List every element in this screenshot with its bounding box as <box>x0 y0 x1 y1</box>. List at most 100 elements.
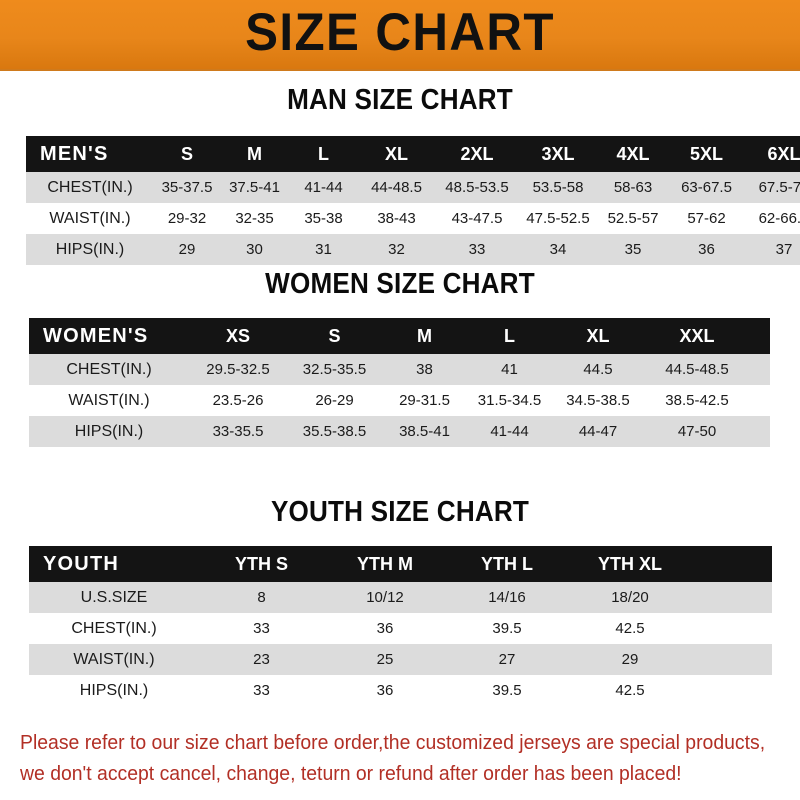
men-row-0-label: CHEST(IN.) <box>47 178 133 196</box>
women-header-row: WOMEN'S XS S M L XL XXL <box>29 318 770 354</box>
women-section-title: WOMEN SIZE CHART <box>265 268 535 300</box>
youth-row-1-cell-2: 39.5 <box>492 620 522 637</box>
men-row-0-cell-1: 37.5-41 <box>229 179 280 196</box>
men-row-0-cell-8: 67.5-72 <box>758 179 800 196</box>
women-row-1-cell-5: 38.5-42.5 <box>665 392 729 409</box>
women-row-2-cell-1: 35.5-38.5 <box>302 423 367 440</box>
women-row-0-cell-0: 29.5-32.5 <box>206 361 270 378</box>
men-row-2-cell-1: 30 <box>246 241 263 258</box>
youth-row-2-cell-1: 25 <box>376 651 394 668</box>
youth-size-col-0: YTH S <box>234 553 288 574</box>
men-row-2-cell-3: 32 <box>388 241 405 258</box>
men-row-0-cell-6: 58-63 <box>613 179 653 196</box>
men-size-col-2: L <box>318 143 329 164</box>
youth-row-0-label: U.S.SIZE <box>80 588 148 606</box>
table-row: WAIST(IN.) 23 25 27 29 <box>29 644 772 675</box>
men-row-1-cell-0: 29-32 <box>167 210 207 227</box>
women-row-1-cell-4: 34.5-38.5 <box>566 392 630 409</box>
men-row-1-cell-6: 52.5-57 <box>607 210 659 227</box>
youth-row-2-label: WAIST(IN.) <box>73 650 155 668</box>
youth-size-table: YOUTH YTH S YTH M YTH L YTH XL U.S.SIZE … <box>29 546 772 706</box>
women-size-col-5: XXL <box>679 325 715 346</box>
women-row-1-cell-6 <box>750 385 770 416</box>
youth-row-1-label: CHEST(IN.) <box>71 619 157 637</box>
youth-row-0-cell-2: 14/16 <box>488 589 526 606</box>
table-row: WAIST(IN.) 23.5-26 26-29 29-31.5 31.5-34… <box>29 385 770 416</box>
men-row-1-cell-4: 43-47.5 <box>451 210 503 227</box>
men-row-0-cell-3: 44-48.5 <box>371 179 422 196</box>
men-row-2-cell-6: 35 <box>624 241 642 258</box>
women-row-2-cell-0: 33-35.5 <box>212 423 264 440</box>
men-row-1-cell-2: 35-38 <box>304 210 343 227</box>
women-size-col-4: XL <box>586 325 610 346</box>
table-row: HIPS(IN.) 29 30 31 32 33 34 35 36 37 <box>26 234 800 265</box>
youth-row-1-cell-0: 33 <box>253 620 270 637</box>
men-row-0-cell-7: 63-67.5 <box>681 179 732 196</box>
youth-row-2-cell-2: 27 <box>498 651 516 668</box>
page-title: SIZE CHART <box>245 3 555 62</box>
men-table-body: MEN'S S M L XL 2XL 3XL 4XL 5XL 6XL CHEST… <box>26 136 800 265</box>
table-row: HIPS(IN.) 33 36 39.5 42.5 <box>29 675 772 706</box>
women-size-col-6 <box>750 318 770 354</box>
women-row-2-cell-5: 47-50 <box>677 423 717 440</box>
men-row-2-cell-7: 36 <box>698 241 715 258</box>
men-size-col-5: 3XL <box>541 143 575 164</box>
men-row-0-cell-0: 35-37.5 <box>161 179 213 196</box>
men-size-col-4: 2XL <box>460 143 494 164</box>
women-row-0-cell-2: 38 <box>416 361 433 378</box>
youth-row-3-cell-1: 36 <box>376 682 394 699</box>
men-row-1-cell-3: 38-43 <box>377 210 416 227</box>
men-row-0-cell-4: 48.5-53.5 <box>445 179 509 196</box>
youth-table-body: YOUTH YTH S YTH M YTH L YTH XL U.S.SIZE … <box>29 546 772 706</box>
women-size-col-3: L <box>504 325 515 346</box>
youth-header-row: YOUTH YTH S YTH M YTH L YTH XL <box>29 546 772 582</box>
page-banner: SIZE CHART <box>0 0 800 71</box>
women-table-body: WOMEN'S XS S M L XL XXL CHEST(IN.) 29.5-… <box>29 318 770 447</box>
youth-row-3-cell-0: 33 <box>253 682 270 699</box>
youth-row-2-cell-3: 29 <box>621 651 639 668</box>
women-row-0-label: CHEST(IN.) <box>66 360 152 378</box>
men-size-col-0: S <box>180 143 193 164</box>
women-size-col-1: S <box>328 325 341 346</box>
men-row-1-label: WAIST(IN.) <box>49 209 131 227</box>
table-row: CHEST(IN.) 29.5-32.5 32.5-35.5 38 41 44.… <box>29 354 770 385</box>
men-section-title: MAN SIZE CHART <box>287 84 513 116</box>
men-row-2-cell-8: 37 <box>775 241 793 258</box>
youth-row-2-cell-0: 23 <box>253 651 270 668</box>
youth-rowlabel-header: YOUTH <box>43 552 119 575</box>
men-size-col-8: 6XL <box>767 143 800 164</box>
women-row-0-cell-3: 41 <box>501 361 518 378</box>
table-row: CHEST(IN.) 33 36 39.5 42.5 <box>29 613 772 644</box>
men-row-2-cell-4: 33 <box>468 241 486 258</box>
women-row-2-cell-2: 38.5-41 <box>399 423 450 440</box>
women-size-col-2: M <box>417 325 432 346</box>
women-row-1-cell-2: 29-31.5 <box>399 392 450 409</box>
women-size-col-0: XS <box>225 325 250 346</box>
youth-row-1-cell-1: 36 <box>376 620 394 637</box>
youth-row-0-cell-1: 10/12 <box>366 589 404 606</box>
men-row-2-label: HIPS(IN.) <box>55 240 125 258</box>
youth-size-col-1: YTH M <box>357 553 413 574</box>
women-row-2-cell-3: 41-44 <box>490 423 529 440</box>
youth-row-1-cell-3: 42.5 <box>615 620 645 637</box>
men-row-0-cell-5: 53.5-58 <box>532 179 584 196</box>
youth-row-3-cell-3: 42.5 <box>615 682 645 699</box>
men-header-row: MEN'S S M L XL 2XL 3XL 4XL 5XL 6XL <box>26 136 800 172</box>
table-row: WAIST(IN.) 29-32 32-35 35-38 38-43 43-47… <box>26 203 800 234</box>
men-row-1-cell-8: 62-66.5 <box>758 210 800 227</box>
men-size-table-block: MEN'S S M L XL 2XL 3XL 4XL 5XL 6XL CHEST… <box>26 136 800 265</box>
men-row-2-cell-0: 29 <box>178 241 196 258</box>
disclaimer-line-1: Please refer to our size chart before or… <box>20 732 766 754</box>
men-row-0-cell-2: 41-44 <box>304 179 343 196</box>
women-rowlabel-header: WOMEN'S <box>43 324 149 347</box>
women-size-table-block: WOMEN'S XS S M L XL XXL CHEST(IN.) 29.5-… <box>29 318 770 447</box>
youth-row-3-cell-2: 39.5 <box>492 682 522 699</box>
men-size-col-7: 5XL <box>689 143 723 164</box>
men-row-1-cell-7: 57-62 <box>687 210 726 227</box>
women-row-1-cell-3: 31.5-34.5 <box>477 392 542 409</box>
women-size-table: WOMEN'S XS S M L XL XXL CHEST(IN.) 29.5-… <box>29 318 770 447</box>
women-row-2-cell-4: 44-47 <box>578 423 618 440</box>
men-size-col-1: M <box>247 143 262 164</box>
women-row-0-cell-1: 32.5-35.5 <box>302 361 367 378</box>
men-size-col-6: 4XL <box>616 143 650 164</box>
